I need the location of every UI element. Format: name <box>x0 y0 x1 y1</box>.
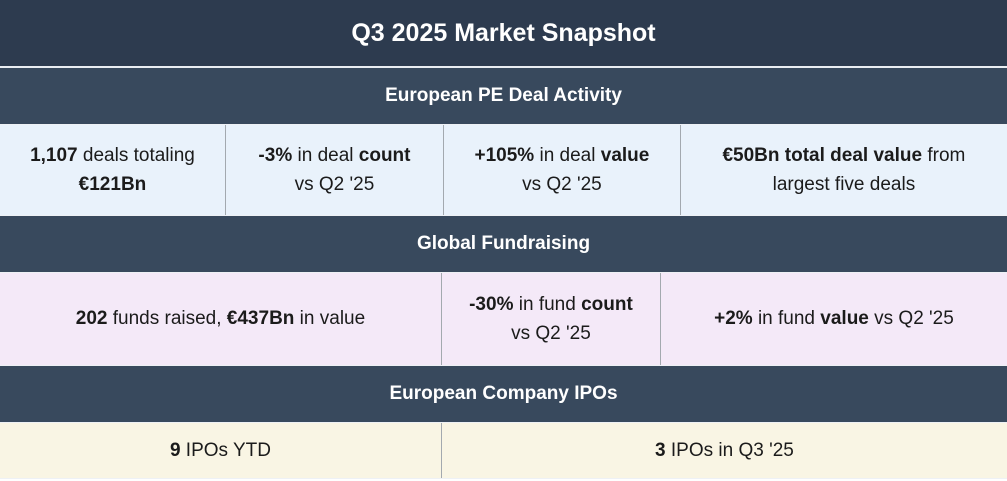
section-header-global-fundraising: Global Fundraising <box>0 216 1007 272</box>
cell-european-ipos-1: 9 IPOs YTD <box>0 423 441 478</box>
row-pe-deal-activity: 1,107 deals totaling €121Bn -3% in deal co… <box>0 124 1007 216</box>
row-global-fundraising: 202 funds raised, €437Bn in value -30% in… <box>0 272 1007 366</box>
cell-global-fundraising-1: 202 funds raised, €437Bn in value <box>0 273 441 365</box>
cell-text: 1,107 deals totaling €121Bn <box>30 144 195 195</box>
cell-text: 3 IPOs in Q3 '25 <box>655 439 794 461</box>
section-header-pe-deal-activity: European PE Deal Activity <box>0 68 1007 124</box>
row-european-ipos: 9 IPOs YTD 3 IPOs in Q3 '25 <box>0 422 1007 479</box>
cell-text: 202 funds raised, €437Bn in value <box>75 308 366 330</box>
cell-global-fundraising-3: +2% in fund value vs Q2 '25 <box>659 273 1007 365</box>
page-title: Q3 2025 Market Snapshot <box>0 0 1007 68</box>
cell-text: 9 IPOs YTD <box>169 439 271 461</box>
cell-text: +2% in fund value vs Q2 '25 <box>714 308 954 330</box>
cell-pe-deal-activity-4: €50Bn total deal value from largest five … <box>679 125 1007 215</box>
cell-european-ipos-2: 3 IPOs in Q3 '25 <box>440 423 1007 478</box>
cell-pe-deal-activity-3: +105% in deal value vs Q2 '25 <box>442 125 680 215</box>
cell-pe-deal-activity-2: -3% in deal count vs Q2 '25 <box>224 125 443 215</box>
sections: European PE Deal Activity 1,107 deals tot… <box>0 68 1007 481</box>
cell-global-fundraising-2: -30% in fund count vs Q2 '25 <box>440 273 660 365</box>
cell-pe-deal-activity-1: 1,107 deals totaling €121Bn <box>0 125 225 215</box>
cell-text: -3% in deal count vs Q2 '25 <box>258 144 411 195</box>
cell-text: €50Bn total deal value from largest five … <box>722 144 966 195</box>
section-header-european-ipos: European Company IPOs <box>0 366 1007 422</box>
cell-text: +105% in deal value vs Q2 '25 <box>474 144 650 195</box>
cell-text: -30% in fund count vs Q2 '25 <box>469 293 633 344</box>
